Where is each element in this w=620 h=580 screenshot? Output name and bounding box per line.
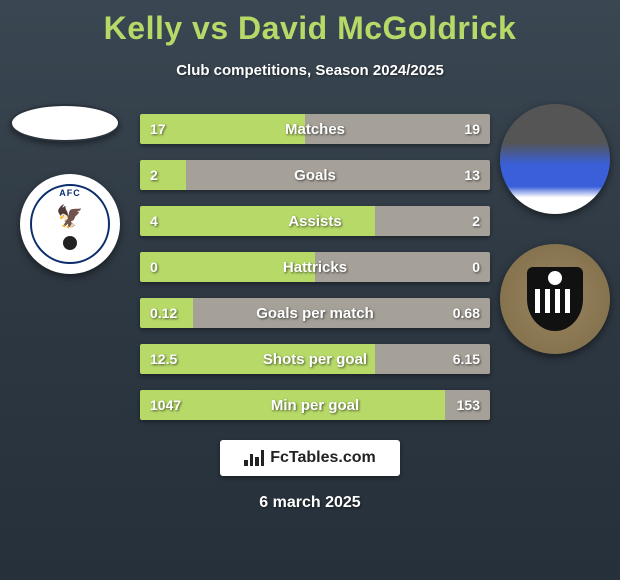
stat-label: Hattricks [140, 252, 490, 282]
stat-bar-row: 00Hattricks [140, 252, 490, 282]
date-text: 6 march 2025 [0, 494, 620, 512]
comparison-content: AFC 🦅 1719Matches 213Goals 42Assists 00Hatt… [0, 114, 620, 420]
stat-label: Min per goal [140, 390, 490, 420]
afc-wimbledon-icon: AFC 🦅 [30, 184, 110, 264]
stat-label: Goals per match [140, 298, 490, 328]
stat-bars: 1719Matches 213Goals 42Assists 00Hattricks 0… [140, 114, 490, 420]
club-right-logo [500, 244, 610, 354]
chart-icon [244, 450, 264, 466]
page-title: Kelly vs David McGoldrick [0, 0, 620, 47]
stat-label: Shots per goal [140, 344, 490, 374]
notts-county-icon [527, 267, 583, 331]
stat-bar-row: 1719Matches [140, 114, 490, 144]
brand-text: FcTables.com [270, 449, 376, 467]
player-right-avatar [500, 104, 610, 214]
stat-bar-row: 1047153Min per goal [140, 390, 490, 420]
subtitle: Club competitions, Season 2024/2025 [0, 62, 620, 79]
player-left-avatar [10, 104, 120, 142]
stat-bar-row: 213Goals [140, 160, 490, 190]
brand-badge: FcTables.com [220, 440, 400, 476]
stat-label: Matches [140, 114, 490, 144]
stat-bar-row: 12.56.15Shots per goal [140, 344, 490, 374]
stat-label: Goals [140, 160, 490, 190]
stat-bar-row: 42Assists [140, 206, 490, 236]
club-left-logo: AFC 🦅 [20, 174, 120, 274]
stat-bar-row: 0.120.68Goals per match [140, 298, 490, 328]
stat-label: Assists [140, 206, 490, 236]
